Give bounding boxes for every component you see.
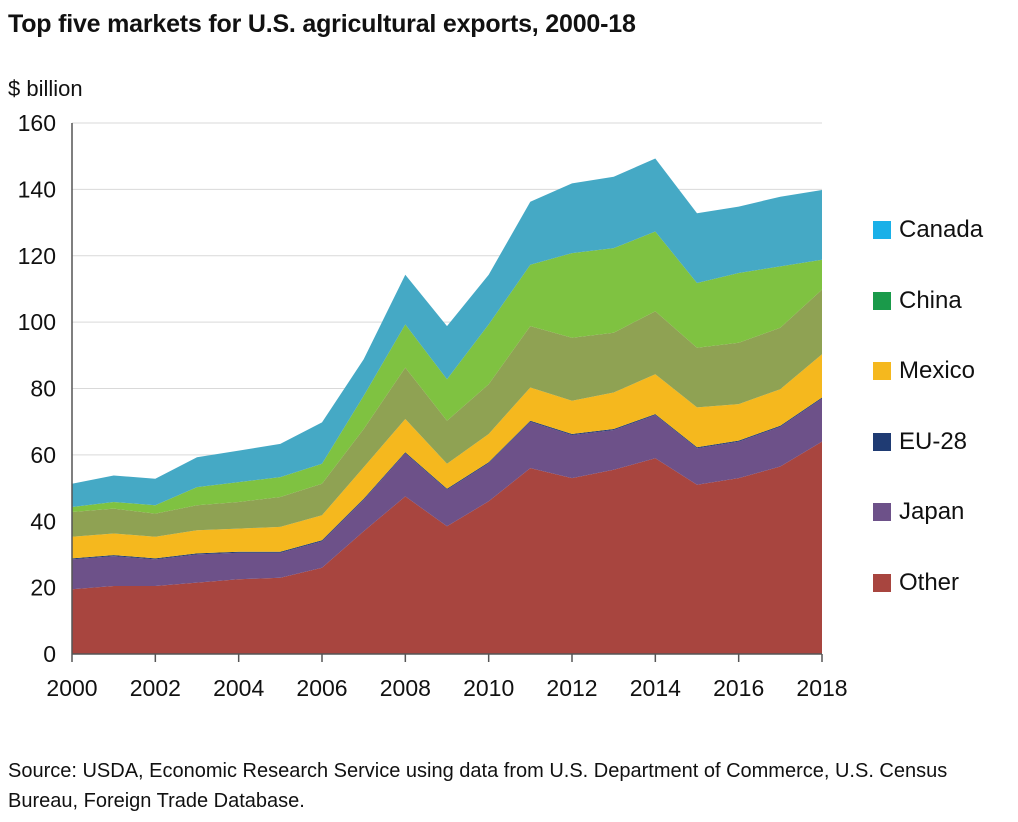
- legend-label-china: China: [899, 286, 962, 314]
- y-tick-label: 140: [18, 176, 56, 202]
- legend-item-other[interactable]: Other: [873, 548, 983, 619]
- legend-swatch-other: [873, 573, 891, 592]
- axes: [71, 123, 823, 662]
- legend-item-japan[interactable]: Japan: [873, 477, 983, 548]
- legend-swatch-canada: [873, 221, 891, 240]
- legend-item-china[interactable]: China: [873, 266, 983, 337]
- area-other: [72, 441, 822, 654]
- legend-item-canada[interactable]: Canada: [873, 195, 983, 266]
- legend-swatch-china: [873, 291, 891, 310]
- x-tick-labels: 2000 2002 2004 2006 2008 2010 2012 2014 2016 2018: [46, 675, 847, 701]
- legend-swatch-eu28: [873, 432, 891, 451]
- x-tick-label: 2018: [796, 675, 847, 701]
- y-tick-label: 160: [18, 110, 56, 136]
- legend-label-other: Other: [899, 568, 960, 596]
- legend: Canada China Mexico EU-28 Japan Other: [873, 195, 983, 618]
- chart-title: Top five markets for U.S. agricultural e…: [8, 10, 636, 38]
- legend-label-canada: Canada: [899, 216, 984, 244]
- x-tick-label: 2016: [713, 675, 764, 701]
- legend-label-mexico: Mexico: [899, 357, 976, 385]
- x-tick-label: 2004: [213, 675, 264, 701]
- y-axis-label: $ billion: [8, 76, 83, 101]
- legend-swatch-mexico: [873, 362, 891, 381]
- legend-label-japan: Japan: [899, 498, 965, 526]
- y-tick-label: 100: [18, 309, 56, 335]
- y-tick-label: 120: [18, 243, 56, 269]
- legend-item-mexico[interactable]: Mexico: [873, 336, 983, 407]
- y-tick-label: 0: [43, 641, 56, 667]
- area-series: [72, 158, 822, 654]
- y-tick-label: 80: [30, 376, 56, 402]
- y-tick-label: 60: [30, 442, 56, 468]
- area-mexico: [72, 354, 822, 559]
- area-japan: [72, 398, 822, 590]
- x-tick-label: 2014: [630, 675, 681, 701]
- area-top: [72, 158, 822, 507]
- x-tick-label: 2008: [380, 675, 431, 701]
- legend-item-eu28[interactable]: EU-28: [873, 407, 983, 478]
- y-tick-label: 40: [30, 508, 56, 534]
- x-tick-label: 2010: [463, 675, 514, 701]
- x-tick-label: 2006: [296, 675, 347, 701]
- x-tick-label: 2000: [46, 675, 97, 701]
- x-tick-label: 2012: [546, 675, 597, 701]
- y-tick-labels: 0 20 40 60 80 100 120 140 160: [18, 110, 56, 667]
- y-tick-label: 20: [30, 575, 56, 601]
- legend-label-eu28: EU-28: [899, 427, 968, 455]
- source-note: Source: USDA, Economic Research Service …: [8, 760, 948, 812]
- legend-swatch-japan: [873, 503, 891, 522]
- area-china: [72, 289, 822, 537]
- x-tick-label: 2002: [130, 675, 181, 701]
- area-canada: [72, 231, 822, 514]
